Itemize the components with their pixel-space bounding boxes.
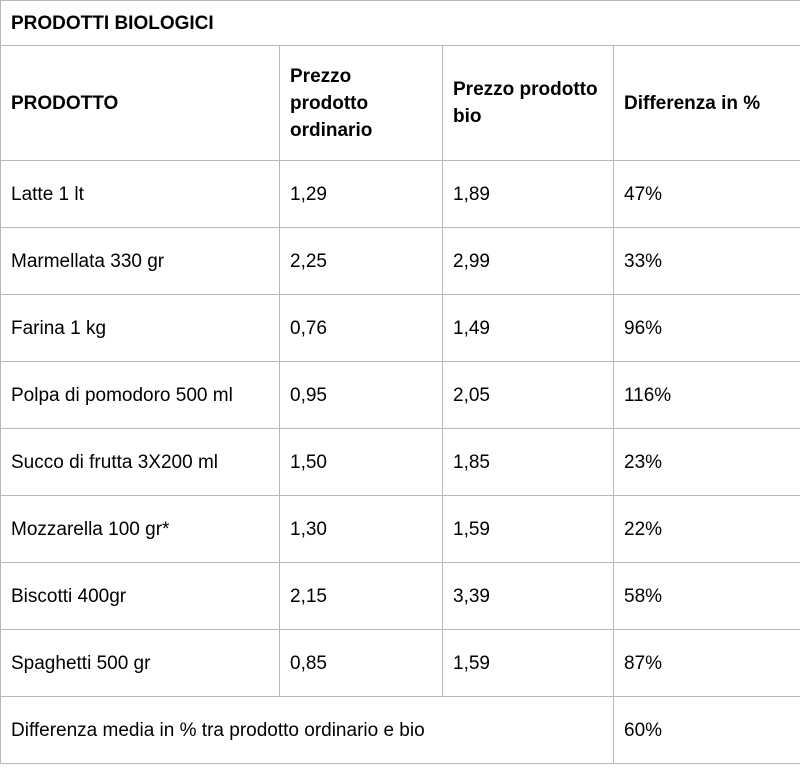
cell-difference: 87%	[612, 629, 800, 697]
cell-difference: 116%	[612, 361, 800, 429]
header-product: PRODOTTO	[0, 45, 280, 161]
header-ordinary-price: Prezzo prodotto ordinario	[279, 45, 443, 161]
cell-ordinary-price: 0,76	[279, 294, 443, 362]
cell-difference: 58%	[612, 562, 800, 630]
cell-product: Biscotti 400gr	[0, 562, 280, 630]
table-row: Mozzarella 100 gr* 1,30 1,59 22%	[0, 495, 800, 563]
summary-label: Differenza media in % tra prodotto ordin…	[0, 696, 614, 764]
table-title-row: PRODOTTI BIOLOGICI	[0, 0, 800, 46]
table-row: Farina 1 kg 0,76 1,49 96%	[0, 294, 800, 362]
summary-row: Differenza media in % tra prodotto ordin…	[0, 696, 800, 764]
cell-product: Latte 1 lt	[0, 160, 280, 228]
cell-ordinary-price: 2,25	[279, 227, 443, 295]
cell-product: Mozzarella 100 gr*	[0, 495, 280, 563]
cell-product: Farina 1 kg	[0, 294, 280, 362]
cell-ordinary-price: 1,29	[279, 160, 443, 228]
cell-organic-price: 2,05	[442, 361, 614, 429]
cell-difference: 22%	[612, 495, 800, 563]
table-header-row: PRODOTTO Prezzo prodotto ordinario Prezz…	[0, 45, 800, 161]
cell-product: Succo di frutta 3X200 ml	[0, 428, 280, 496]
cell-difference: 23%	[612, 428, 800, 496]
cell-ordinary-price: 0,95	[279, 361, 443, 429]
cell-organic-price: 1,85	[442, 428, 614, 496]
organic-products-price-table: PRODOTTI BIOLOGICI PRODOTTO Prezzo prodo…	[0, 0, 800, 764]
table-body: PRODOTTI BIOLOGICI PRODOTTO Prezzo prodo…	[0, 0, 800, 764]
header-organic-price: Prezzo prodotto bio	[442, 45, 614, 161]
cell-difference: 96%	[612, 294, 800, 362]
cell-ordinary-price: 2,15	[279, 562, 443, 630]
cell-ordinary-price: 0,85	[279, 629, 443, 697]
cell-organic-price: 1,59	[442, 629, 614, 697]
table-row: Succo di frutta 3X200 ml 1,50 1,85 23%	[0, 428, 800, 496]
summary-value: 60%	[612, 696, 800, 764]
cell-product: Marmellata 330 gr	[0, 227, 280, 295]
table-row: Spaghetti 500 gr 0,85 1,59 87%	[0, 629, 800, 697]
cell-organic-price: 1,59	[442, 495, 614, 563]
header-difference-percent: Differenza in %	[612, 45, 800, 161]
cell-organic-price: 3,39	[442, 562, 614, 630]
cell-ordinary-price: 1,50	[279, 428, 443, 496]
cell-difference: 33%	[612, 227, 800, 295]
table-row: Biscotti 400gr 2,15 3,39 58%	[0, 562, 800, 630]
table-title: PRODOTTI BIOLOGICI	[0, 0, 800, 46]
cell-organic-price: 2,99	[442, 227, 614, 295]
cell-organic-price: 1,89	[442, 160, 614, 228]
table-row: Marmellata 330 gr 2,25 2,99 33%	[0, 227, 800, 295]
cell-organic-price: 1,49	[442, 294, 614, 362]
cell-product: Polpa di pomodoro 500 ml	[0, 361, 280, 429]
cell-difference: 47%	[612, 160, 800, 228]
cell-product: Spaghetti 500 gr	[0, 629, 280, 697]
cell-ordinary-price: 1,30	[279, 495, 443, 563]
table-row: Polpa di pomodoro 500 ml 0,95 2,05 116%	[0, 361, 800, 429]
table-row: Latte 1 lt 1,29 1,89 47%	[0, 160, 800, 228]
